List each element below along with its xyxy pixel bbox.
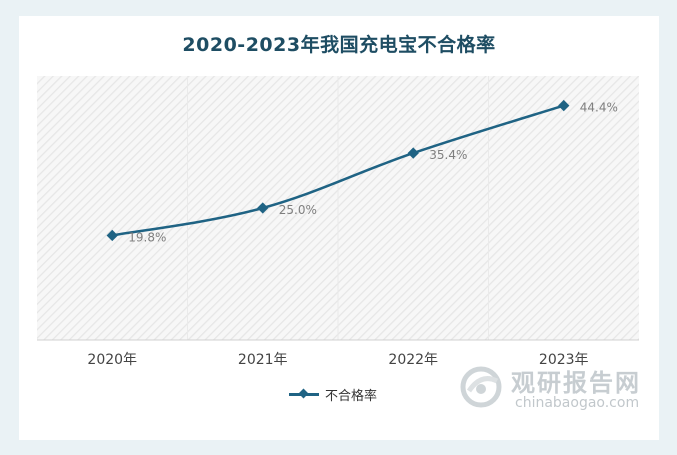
data-label: 35.4% — [429, 148, 467, 162]
x-tick-label: 2021年 — [238, 352, 288, 368]
chart-card: 2020-2023年我国充电宝不合格率 2020年 2021年 2022年 2023年… — [19, 16, 659, 440]
watermark-logo-icon — [460, 366, 502, 408]
data-point-marker — [407, 147, 419, 159]
legend-line-marker-icon — [289, 388, 319, 400]
legend: 不合格率 — [289, 384, 377, 404]
series-line — [112, 104, 565, 237]
watermark-name: 观研报告网 — [511, 369, 641, 397]
watermark: 观研报告网 chinabaogao.com — [457, 359, 657, 419]
x-tick-label: 2023年 — [539, 352, 589, 368]
x-tick-label: 2022年 — [388, 352, 438, 368]
data-label: 44.4% — [580, 101, 618, 115]
data-label: 25.0% — [279, 203, 317, 217]
watermark-url: chinabaogao.com — [515, 395, 640, 411]
x-tick-label: 2020年 — [87, 352, 137, 368]
data-point-marker — [257, 202, 269, 214]
line-chart: 2020年 2021年 2022年 2023年 19.8% 25.0% 35.4% 44.4… — [37, 76, 639, 368]
legend-label: 不合格率 — [325, 388, 378, 404]
data-label: 19.8% — [128, 230, 166, 244]
chart-title: 2020-2023年我国充电宝不合格率 — [182, 34, 496, 56]
